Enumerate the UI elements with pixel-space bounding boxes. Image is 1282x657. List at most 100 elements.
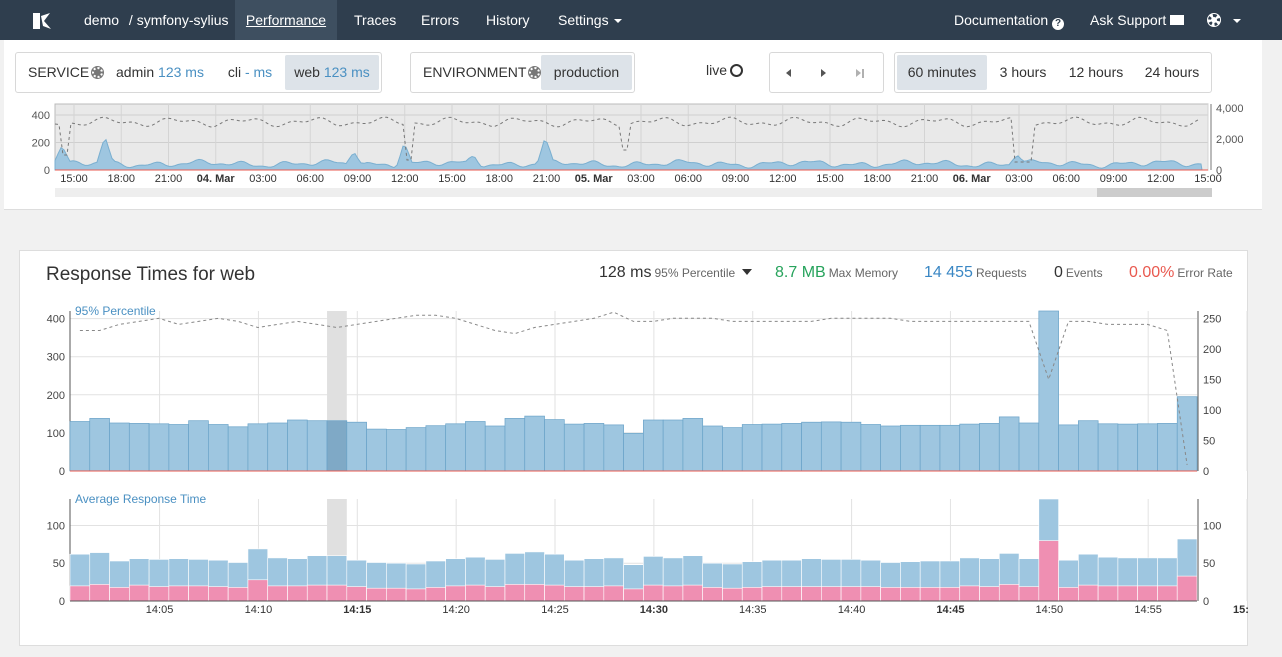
service-admin[interactable]: admin 123 ms (116, 64, 204, 80)
p95-bar (544, 419, 565, 472)
nav-errors[interactable]: Errors (421, 12, 460, 28)
avg-y-tick: 50 (53, 558, 65, 570)
p95-bar (1097, 423, 1119, 472)
response-times-card: Response Times for web 128 ms 95% Percent… (19, 250, 1249, 647)
circle-icon (730, 64, 744, 77)
p95-bar (623, 432, 644, 472)
p95-bar (405, 427, 427, 472)
overview-x-tick: 06. Mar (953, 173, 992, 185)
nav-documentation[interactable]: Documentation ? (954, 0, 1065, 40)
avg-bar-segment (306, 584, 328, 602)
nav-settings[interactable]: Settings (558, 0, 622, 40)
environment-production[interactable]: production (541, 55, 632, 90)
nav-ask-support[interactable]: Ask Support (1090, 0, 1185, 40)
service-web[interactable]: web 123 ms (285, 55, 379, 90)
p95-y-tick: 0 (59, 466, 65, 478)
avg-x-tick: 14:15 (343, 604, 371, 616)
caret-down-icon (741, 269, 752, 275)
p95-y2-tick: 250 (1203, 313, 1221, 325)
overview-x-tick: 06:00 (674, 173, 702, 185)
overview-x-tick: 18:00 (863, 173, 891, 185)
avg-x-tick: 14:50 (1036, 604, 1064, 616)
overview-y-tick: 0 (44, 165, 50, 177)
p95-y-tick: 100 (47, 428, 65, 440)
overview-scrollbar-track (55, 188, 1212, 197)
avg-bar-segment (188, 585, 209, 602)
p95-bar (682, 418, 704, 472)
p95-bar (781, 423, 802, 472)
p95-y2-tick: 200 (1203, 344, 1221, 356)
p95-bar (603, 424, 624, 472)
overview-x-tick: 15:00 (438, 173, 466, 185)
avg-bar-segment (1157, 585, 1178, 602)
avg-x-tick: 14:10 (245, 604, 273, 616)
avg-x-tick: 14:30 (640, 604, 668, 616)
p95-bar (761, 423, 783, 472)
events-metric: 0 Events (1054, 264, 1103, 281)
range-60-minutes[interactable]: 60 minutes (897, 55, 987, 90)
avg-bar-segment (1117, 585, 1138, 602)
nav-traces[interactable]: Traces (354, 12, 397, 28)
p95-bar (484, 425, 506, 472)
next-button[interactable] (813, 55, 833, 90)
overview-x-tick: 06:00 (1052, 173, 1080, 185)
overview-x-tick: 21:00 (155, 173, 183, 185)
p95-bar (504, 418, 526, 472)
project-selector[interactable]: demo / symfony-sylius (84, 0, 229, 40)
overview-x-tick: 06:00 (296, 173, 324, 185)
p95-bar (326, 420, 348, 472)
avg-bar-segment (919, 587, 941, 602)
nav-performance[interactable]: Performance (235, 0, 337, 40)
p95-y-tick: 400 (47, 314, 65, 326)
avg-bar-segment (89, 584, 110, 602)
avg-chart-title: Average Response Time (75, 492, 207, 506)
time-range-selector: 60 minutes 3 hours 12 hours 24 hours (894, 52, 1212, 93)
p95-bar (1038, 310, 1059, 472)
requests-metric: 14 455 Requests (924, 264, 1027, 281)
avg-bar-segment (821, 586, 842, 602)
latest-button[interactable] (850, 55, 870, 90)
gear-icon (1208, 14, 1220, 26)
nav-history[interactable]: History (486, 12, 530, 28)
environment-label[interactable]: ENVIRONMENT (423, 55, 541, 90)
p95-chart-title: 95% Percentile (75, 304, 156, 318)
user-settings-menu[interactable] (1208, 0, 1241, 40)
overview-x-tick: 18:00 (485, 173, 513, 185)
overview-x-tick: 03:00 (249, 173, 277, 185)
logo-icon[interactable] (30, 10, 54, 32)
p95-bar (820, 421, 842, 472)
avg-bar-segment (781, 586, 802, 602)
p95-bar (1078, 420, 1099, 472)
avg-bar-segment (267, 585, 288, 602)
avg-bar-segment (801, 586, 822, 602)
service-label[interactable]: SERVICE (28, 55, 104, 90)
overview-y-tick: 200 (32, 138, 50, 150)
avg-bar-segment (129, 584, 150, 602)
range-12-hours[interactable]: 12 hours (1068, 64, 1124, 80)
p95-bar (346, 421, 367, 472)
service-cli[interactable]: cli - ms (227, 64, 273, 80)
card-title: Response Times for web (46, 264, 256, 285)
previous-button[interactable] (778, 55, 798, 90)
avg-bar-segment (227, 587, 249, 602)
avg-bar-segment (386, 587, 407, 602)
p95-bar (1176, 396, 1198, 472)
avg-bar-segment (1097, 585, 1119, 602)
avg-bar-segment (326, 584, 348, 602)
range-24-hours[interactable]: 24 hours (1144, 64, 1200, 80)
overview-y2-tick: 2,000 (1216, 134, 1244, 146)
p95-bar (287, 419, 308, 472)
avg-bar-segment (1038, 540, 1059, 602)
response-time-charts[interactable]: 0 100 200 300 400 0 50 100 150 200 250 95% Percenti… (20, 251, 1249, 647)
live-toggle[interactable]: live (706, 62, 744, 78)
range-3-hours[interactable]: 3 hours (999, 64, 1047, 80)
avg-bar-segment (880, 587, 901, 602)
overview-x-tick: 05. Mar (575, 173, 614, 185)
p95-bar (840, 421, 862, 472)
p95-bar (366, 428, 387, 472)
avg-bar-segment (287, 585, 308, 602)
p95-metric[interactable]: 128 ms 95% Percentile (599, 264, 752, 282)
p95-bar (425, 425, 447, 472)
avg-x-tick: 15:00 (1233, 604, 1249, 616)
